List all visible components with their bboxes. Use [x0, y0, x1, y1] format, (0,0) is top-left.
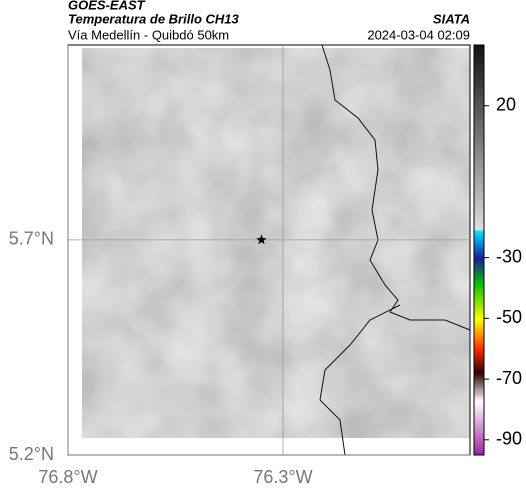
location-marker: [256, 234, 267, 245]
region: Vía Medellín - Quibdó 50km: [68, 27, 229, 42]
colorbar-label: -50: [496, 307, 522, 327]
colorbar-label: -30: [496, 246, 522, 266]
colorbar: [473, 44, 485, 456]
x-tick-label: 76.3°W: [253, 467, 312, 487]
source: SIATA: [433, 11, 470, 26]
satellite-image: [82, 48, 470, 438]
colorbar-label: 20: [496, 94, 516, 114]
colorbar-label: -90: [496, 429, 522, 449]
x-tick-label: 76.8°W: [38, 467, 97, 487]
y-tick-label: 5.7°N: [9, 229, 54, 249]
y-tick-label: 5.2°N: [9, 444, 54, 464]
subtitle: Temperatura de Brillo CH13: [68, 11, 240, 26]
colorbar-label: -70: [496, 368, 522, 388]
datetime: 2024-03-04 02:09: [367, 27, 470, 42]
title: GOES-EAST: [68, 0, 146, 12]
